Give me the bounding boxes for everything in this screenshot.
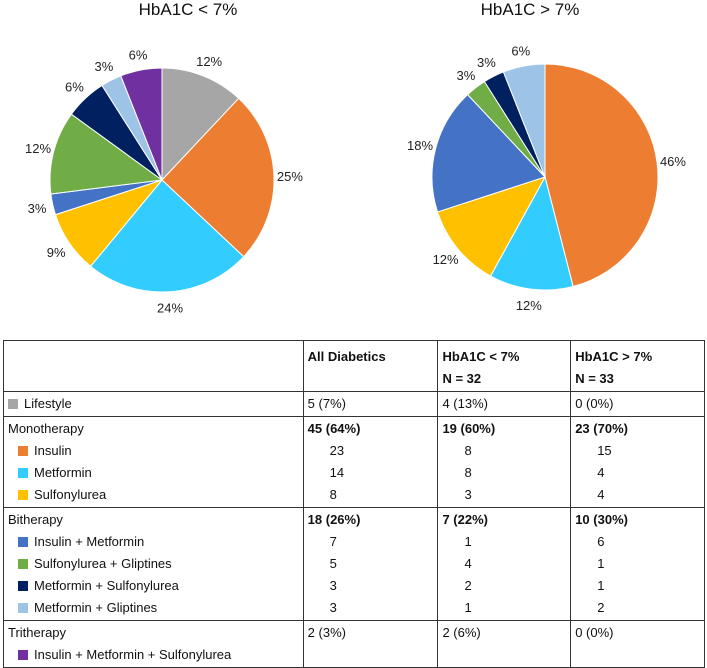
metformin-gliptines-swatch-icon [18,603,28,613]
pie-slice-label: 24% [157,301,183,316]
sub-row-label: Sulfonylurea + Gliptines [8,553,299,575]
insulin-metformin-swatch-icon [18,537,28,547]
row-label-cell: Bitherapy Insulin + Metformin Sulfonylur… [3,507,304,621]
pie-slice-label: 12% [433,252,459,267]
pie-slice-insulin-metformin [431,93,546,213]
cell-gt: 0 (0%) [570,391,705,417]
pie-slice-tritherapy [120,67,163,181]
insulin-swatch-icon [18,446,28,456]
sub-row-label: Insulin + Metformin + Sulfonylurea [8,644,299,666]
header-all-diabetics: All Diabetics [302,340,439,392]
cell-all: 45 (64%) 23 14 8 [302,416,439,508]
metformin-swatch-icon [18,468,28,478]
pie-charts: 12%25%24%9%3%12%6%3%6% 46%12%12%18%3%3%6… [25,43,686,315]
table-row-label: Lifestyle [8,393,299,415]
pie-slice-label: 6% [65,80,84,95]
sub-row-label: Metformin + Sulfonylurea [8,575,299,597]
pie-slice-label: 3% [457,68,476,83]
cell-gt: 23 (70%) 15 4 4 [570,416,705,508]
treatment-table: All Diabetics HbA1C < 7% N = 32 HbA1C > … [3,340,705,668]
pie-title-hba1c-above-7: HbA1C > 7% [480,0,580,19]
sulfonylurea-swatch-icon [18,490,28,500]
sub-row-label: Metformin + Gliptines [8,597,299,619]
row-label-cell: Monotherapy Insulin Metformin Sulfonylur… [3,416,304,508]
pie-slice-metformin [89,179,245,293]
cell-gt: 0 (0%) [570,620,705,668]
cell-gt: 10 (30%) 6 1 1 2 [570,507,705,621]
pie-slice-insulin [161,97,275,258]
pie-slice-sulfonylurea-gliptines [49,113,164,195]
lifestyle-swatch-icon [8,399,18,409]
header-hba1c-above-7: HbA1C > 7% N = 33 [570,340,705,392]
pie-slice-insulin [544,63,659,288]
pie-slice-label: 6% [129,47,148,62]
pie-slice-label: 18% [407,138,433,153]
cell-lt: 19 (60%) 8 8 3 [437,416,572,508]
pie-slice-metformin [489,175,574,291]
pie-title-hba1c-below-7: HbA1C < 7% [138,0,238,19]
cell-lt: 2 (6%) [437,620,572,668]
pie-slice-label: 12% [516,298,542,313]
pie-slice-sulfonylurea [436,176,547,277]
group-label: Tritherapy [8,625,67,640]
row-label-cell: Tritherapy Insulin + Metformin + Sulfony… [3,620,304,668]
pie-chart-hba1c-below-7: 12% 25% 24% 9% 3% 12% 6% 3% 6% [25,47,303,315]
table-row-lifestyle: Lifestyle 5 (7%) 4 (13%) 0 (0%) [3,391,705,417]
table-row-bitherapy: Bitherapy Insulin + Metformin Sulfonylur… [3,507,705,621]
pie-slice-label: 12% [25,141,51,156]
pie-slice-label: 3% [28,201,47,216]
header-empty [3,340,304,392]
pie-slice-metformin-gliptines [502,63,546,178]
table-header-row: All Diabetics HbA1C < 7% N = 32 HbA1C > … [3,340,705,392]
sub-row-label: Insulin + Metformin [8,531,299,553]
sub-row-label: Insulin [8,440,299,462]
pie-slice-label: 46% [660,154,686,169]
pie-slice-lifestyle [161,67,240,182]
sub-row-label: Sulfonylurea [8,484,299,506]
pie-chart-hba1c-above-7: 46% 12% 12% 18% 3%3% 6% [407,43,686,313]
tritherapy-swatch-icon [18,650,28,660]
header-hba1c-below-7: HbA1C < 7% N = 32 [437,340,572,392]
cell-all: 5 (7%) [302,391,439,417]
pie-slice-label: 12% [196,54,222,69]
pie-slice-label: 6% [511,43,530,58]
cell-lt: 4 (13%) [437,391,572,417]
row-label-cell: Lifestyle [3,391,304,417]
cell-lt: 7 (22%) 1 4 2 1 [437,507,572,621]
table-row-tritherapy: Tritherapy Insulin + Metformin + Sulfony… [3,620,705,668]
pie-slice-label: 3% [94,59,113,74]
sub-row-label: Metformin [8,462,299,484]
metformin-sulfonylurea-swatch-icon [18,581,28,591]
group-label: Bitherapy [8,512,63,527]
pie-slice-label: 25% [277,169,303,184]
cell-all: 18 (26%) 7 5 3 3 [302,507,439,621]
sulfonylurea-gliptines-swatch-icon [18,559,28,569]
pie-slice-label: 3% [477,55,496,70]
pie-slice-label: 9% [47,245,66,260]
cell-all: 2 (3%) [302,620,439,668]
group-label: Monotherapy [8,421,84,436]
table-row-monotherapy: Monotherapy Insulin Metformin Sulfonylur… [3,416,705,508]
